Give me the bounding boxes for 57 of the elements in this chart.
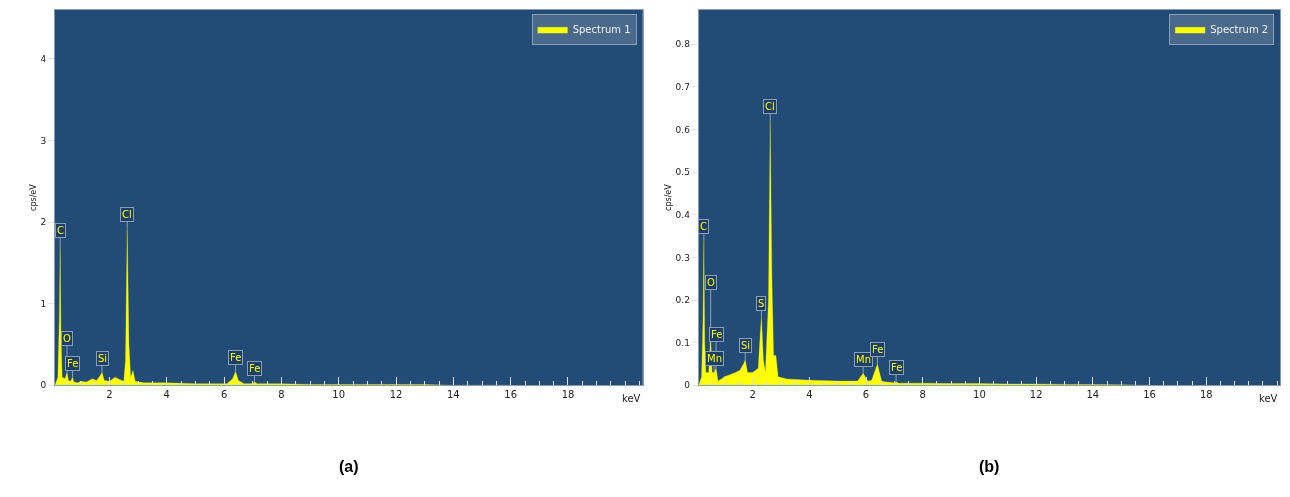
annotation: Cl bbox=[765, 101, 775, 112]
y-tick-label: 0 bbox=[40, 380, 47, 391]
annotation: C bbox=[57, 225, 64, 236]
x-tick-label: 14 bbox=[446, 389, 460, 401]
annotation: Fe bbox=[230, 352, 242, 363]
annotation: Fe bbox=[67, 358, 79, 369]
y-tick-label: 0.3 bbox=[675, 252, 690, 263]
y-tick-label: 3 bbox=[40, 135, 47, 146]
annotation: O bbox=[707, 277, 715, 288]
x-tick-label: 12 bbox=[389, 389, 403, 401]
text: (a) bbox=[339, 458, 359, 475]
y-tick-label: 0 bbox=[684, 380, 691, 391]
x-axis-title: keV bbox=[622, 393, 641, 404]
y-tick-label: 0.7 bbox=[675, 81, 690, 92]
y-axis-title: cps/eV bbox=[664, 183, 674, 212]
annotation: Si bbox=[741, 340, 751, 351]
x-tick-label: 16 bbox=[504, 389, 518, 401]
annotation: Cl bbox=[122, 209, 132, 220]
y-tick-label: 0.4 bbox=[675, 209, 691, 220]
y-tick-label: 0.5 bbox=[675, 167, 690, 178]
y-tick-label: 2 bbox=[40, 217, 47, 228]
annotation: Si bbox=[98, 353, 108, 364]
x-tick-label: 8 bbox=[919, 389, 926, 401]
annotation: S bbox=[758, 298, 765, 309]
y-tick-label: 1 bbox=[40, 298, 47, 309]
x-tick-label: 2 bbox=[106, 389, 113, 401]
x-tick-label: 2 bbox=[749, 389, 756, 401]
annotation: Mn bbox=[856, 354, 871, 365]
x-tick-label: 8 bbox=[278, 389, 285, 401]
annotation: O bbox=[63, 333, 71, 344]
y-tick-label: 0.8 bbox=[675, 39, 691, 50]
legend-label: Spectrum 1 bbox=[572, 24, 631, 36]
annotation: Mn bbox=[707, 353, 722, 364]
annotation: Fe bbox=[872, 344, 884, 355]
x-tick-label: 10 bbox=[973, 389, 986, 401]
x-tick-label: 6 bbox=[220, 389, 228, 401]
x-tick-label: 10 bbox=[332, 389, 346, 401]
y-tick-label: 0.6 bbox=[675, 124, 691, 135]
annotation: Fe bbox=[891, 362, 903, 373]
x-axis-title: keV bbox=[1259, 393, 1278, 404]
text: (b) bbox=[979, 458, 1000, 475]
x-tick-label: 4 bbox=[163, 389, 170, 401]
y-tick-label: 0.2 bbox=[675, 295, 690, 306]
x-tick-label: 6 bbox=[862, 389, 870, 401]
x-tick-label: 16 bbox=[1143, 389, 1156, 401]
y-axis-title: cps/eV bbox=[29, 183, 39, 212]
annotation: Fe bbox=[711, 329, 723, 340]
legend-label: Spectrum 2 bbox=[1210, 24, 1269, 36]
x-tick-label: 18 bbox=[561, 389, 575, 401]
x-tick-label: 4 bbox=[806, 389, 813, 401]
x-tick-label: 12 bbox=[1029, 389, 1043, 401]
annotation: C bbox=[700, 221, 707, 232]
y-tick-label: 0.1 bbox=[675, 337, 690, 348]
x-tick-label: 18 bbox=[1199, 389, 1213, 401]
y-tick-label: 4 bbox=[40, 54, 47, 65]
annotation: Fe bbox=[249, 363, 261, 374]
x-tick-label: 14 bbox=[1086, 389, 1100, 401]
